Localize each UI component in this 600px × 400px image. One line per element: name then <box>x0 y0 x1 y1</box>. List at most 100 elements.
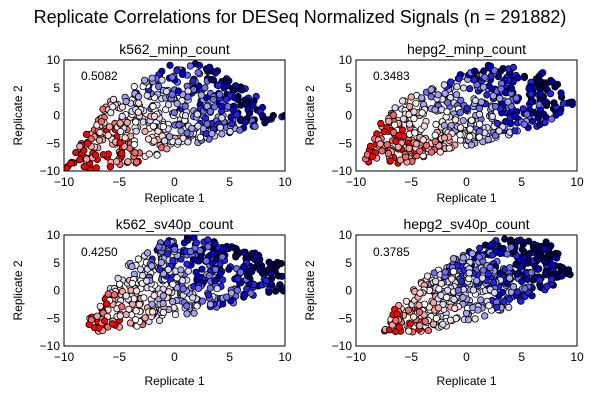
scatter-point <box>208 130 216 138</box>
scatter-point <box>149 308 157 316</box>
scatter-point <box>163 239 171 247</box>
scatter-point <box>218 246 226 254</box>
scatter-point <box>132 307 140 315</box>
scatter-point <box>110 291 119 299</box>
scatter-point <box>484 270 492 278</box>
y-tick-label: 5 <box>53 81 60 95</box>
scatter-point <box>439 320 447 328</box>
scatter-point <box>209 95 217 104</box>
scatter-point <box>203 102 211 110</box>
scatter-point <box>470 67 479 75</box>
scatter-point <box>134 108 142 116</box>
x-tick-label: −5 <box>404 175 418 189</box>
y-tick-label: 5 <box>53 256 60 270</box>
scatter-point <box>141 76 149 84</box>
scatter-point <box>240 262 248 271</box>
scatter-point <box>145 150 153 158</box>
scatter-point <box>475 120 484 128</box>
scatter-point <box>216 124 224 132</box>
scatter-point <box>220 82 228 91</box>
scatter-point <box>440 81 448 89</box>
scatter-point <box>517 297 525 305</box>
scatter-point <box>103 300 111 308</box>
scatter-point <box>265 288 273 296</box>
scatter-point <box>245 109 254 118</box>
x-tick-label: 10 <box>570 175 584 189</box>
scatter-point <box>128 279 136 287</box>
y-tick-label: −10 <box>332 339 353 353</box>
scatter-point <box>67 159 75 167</box>
scatter-point <box>519 105 527 113</box>
scatter-point <box>450 295 458 303</box>
scatter-point <box>488 251 496 259</box>
scatter-point <box>507 236 515 244</box>
scatter-point <box>109 95 118 104</box>
scatter-point <box>203 120 211 128</box>
scatter-point <box>87 316 96 324</box>
scatter-point <box>404 306 412 314</box>
scatter-point <box>509 78 517 86</box>
y-tick-label: 5 <box>345 256 352 270</box>
scatter-point <box>106 123 114 131</box>
scatter-point <box>116 139 124 147</box>
scatter-point <box>237 268 245 276</box>
x-tick-label: 0 <box>463 350 470 364</box>
scatter-point <box>245 272 253 280</box>
scatter-point <box>484 64 493 72</box>
scatter-point <box>96 302 104 310</box>
scatter-point <box>417 94 426 102</box>
scatter-point <box>134 255 142 263</box>
scatter-point <box>486 263 494 272</box>
scatter-point <box>440 134 448 142</box>
scatter-point <box>479 266 487 274</box>
scatter-point <box>383 141 391 149</box>
axis-ticks: −10 −5 0 5 10 10 5 0 −5 −10 <box>40 53 292 189</box>
scatter-point <box>196 133 204 141</box>
scatter-point <box>509 283 518 291</box>
scatter-point <box>177 127 185 135</box>
scatter-point <box>392 137 400 145</box>
scatter-point <box>233 286 241 294</box>
scatter-point <box>80 163 88 171</box>
scatter-point <box>227 289 235 297</box>
y-tick-label: −10 <box>40 339 61 353</box>
scatter-point <box>466 133 474 141</box>
scatter-point <box>536 121 544 129</box>
scatter-point <box>551 83 559 91</box>
scatter-point <box>216 269 225 277</box>
scatter-point <box>141 127 149 135</box>
scatter-point <box>179 134 187 142</box>
scatter-point <box>501 235 509 243</box>
scatter-point <box>211 277 219 285</box>
scatter-point <box>544 250 553 258</box>
scatter-point <box>234 275 242 283</box>
scatter-point <box>534 77 543 85</box>
scatter-point <box>183 302 191 310</box>
y-tick-label: 10 <box>47 53 61 67</box>
x-tick-label: 10 <box>278 350 292 364</box>
scatter-point <box>96 128 104 137</box>
scatter-point <box>211 240 219 248</box>
scatter-point <box>448 275 456 283</box>
panel-hepg2-minp: hepg2_minp_count −10 −5 0 5 10 10 5 0 −5… <box>303 41 584 205</box>
axes-frame <box>63 234 286 347</box>
scatter-point <box>118 303 126 311</box>
scatter-point <box>457 277 465 285</box>
scatter-point <box>116 280 124 288</box>
scatter-point <box>521 284 529 293</box>
scatter-point <box>456 109 464 117</box>
scatter-point <box>368 153 377 161</box>
scatter-point <box>188 124 196 132</box>
scatter-point <box>139 271 147 280</box>
scatter-point <box>126 319 134 327</box>
scatter-point <box>92 151 100 159</box>
scatter-point <box>539 110 548 118</box>
scatter-point <box>144 249 152 257</box>
x-tick-label: −5 <box>112 350 126 364</box>
scatter-point <box>410 108 418 116</box>
scatter-point <box>164 265 172 274</box>
scatter-point <box>547 115 556 123</box>
scatter-point <box>449 267 458 276</box>
scatter-point <box>130 82 138 91</box>
scatter-point <box>528 117 537 125</box>
